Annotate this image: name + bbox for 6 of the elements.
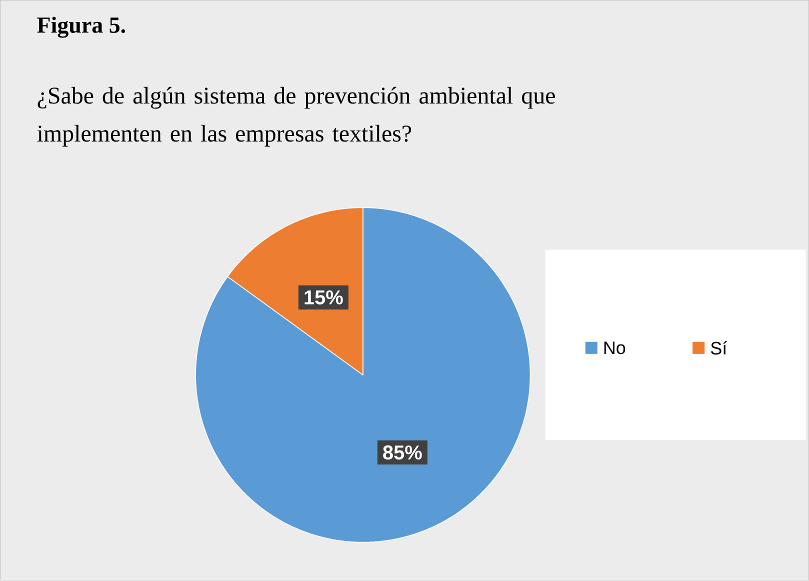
data-label: 85%	[383, 446, 422, 460]
chart-subtitle: ¿Sabe de algún sistema de prevención ambiental que implementen en las empresas textiles?	[37, 87, 555, 147]
legend-label: Sí	[710, 341, 728, 355]
chart-title: Figura 5.	[37, 16, 126, 38]
data-label: 15%	[304, 290, 343, 305]
legend-label: No	[604, 342, 626, 354]
